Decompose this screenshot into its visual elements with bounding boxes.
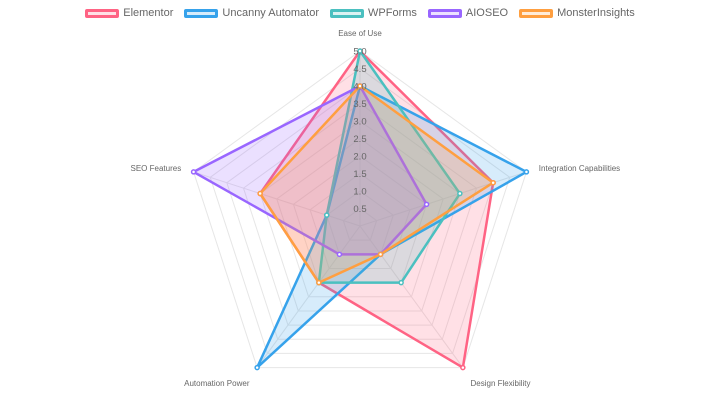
- series-area: [317, 49, 462, 284]
- data-point[interactable]: [460, 364, 466, 371]
- tick-label: 4.5: [353, 64, 366, 75]
- tick-label: 5.0: [353, 47, 366, 58]
- data-point[interactable]: [316, 279, 322, 286]
- tick-label: 2.5: [353, 134, 366, 145]
- data-point[interactable]: [523, 169, 530, 175]
- tick-label: 3.5: [353, 99, 366, 110]
- axis-label: SEO Features: [131, 164, 182, 173]
- data-point[interactable]: [457, 190, 463, 197]
- grid-spoke: [359, 225, 464, 368]
- grid-spoke: [256, 225, 361, 368]
- legend-label: WPForms: [368, 7, 417, 19]
- data-point[interactable]: [190, 169, 197, 175]
- series-area: [192, 84, 428, 256]
- tick-label: 0.5: [353, 204, 366, 215]
- grid-ring: [192, 50, 528, 369]
- data-point[interactable]: [257, 190, 263, 197]
- legend-swatch: [85, 8, 120, 18]
- grid-spoke: [193, 171, 361, 227]
- legend-swatch: [519, 8, 554, 18]
- grid-ring: [259, 120, 461, 312]
- tick-label: 3.0: [353, 117, 366, 128]
- legend-swatch: [330, 8, 365, 18]
- data-point[interactable]: [254, 364, 260, 371]
- axis-label: Integration Capabilities: [539, 164, 620, 173]
- grid-ring: [309, 172, 411, 269]
- legend-item[interactable]: AIOSEO: [427, 7, 509, 19]
- data-point[interactable]: [490, 179, 496, 186]
- radar-tick-labels: 0.5 1.0 1.5 2.0 2.5 3.0 3.5 4.0 4.5 5.0: [353, 47, 366, 216]
- grid-ring: [209, 67, 511, 354]
- legend-item[interactable]: WPForms: [330, 7, 417, 19]
- grid-ring: [342, 207, 378, 241]
- data-point[interactable]: [336, 251, 343, 258]
- legend-label: Elementor: [123, 7, 174, 19]
- tick-label: 1.0: [353, 187, 366, 198]
- legend-swatch: [184, 8, 219, 18]
- axis-label: Automation Power: [184, 379, 250, 388]
- tick-label: 2.0: [353, 152, 366, 163]
- axis-label: Ease of Use: [338, 29, 382, 38]
- series-area: [258, 84, 495, 284]
- chart-legend: Elementor Uncanny Automator WPForms AIOSEO M…: [0, 3, 720, 23]
- legend-item[interactable]: Uncanny Automator: [184, 7, 319, 19]
- tick-label: 4.0: [353, 82, 366, 93]
- legend-swatch: [427, 8, 462, 18]
- grid-spoke: [359, 171, 527, 227]
- grid-ring: [242, 102, 478, 326]
- tick-label: 1.5: [353, 169, 366, 180]
- legend-label: Uncanny Automator: [222, 7, 320, 19]
- data-point[interactable]: [377, 251, 384, 258]
- radar-grid: [192, 50, 528, 369]
- grid-ring: [276, 137, 444, 298]
- legend-item[interactable]: Elementor: [85, 7, 173, 19]
- data-point[interactable]: [323, 212, 330, 218]
- data-point[interactable]: [357, 48, 363, 54]
- radar-series: [190, 48, 530, 371]
- radar-axis-labels: Ease of Use Integration Capabilities Desig…: [131, 29, 621, 388]
- axis-label: Design Flexibility: [471, 379, 531, 388]
- data-point[interactable]: [423, 201, 430, 208]
- legend-label: AIOSEO: [465, 7, 509, 19]
- data-point[interactable]: [357, 83, 363, 89]
- legend-item[interactable]: MonsterInsights: [519, 7, 635, 19]
- data-point[interactable]: [398, 279, 404, 286]
- legend-label: MonsterInsights: [557, 7, 635, 19]
